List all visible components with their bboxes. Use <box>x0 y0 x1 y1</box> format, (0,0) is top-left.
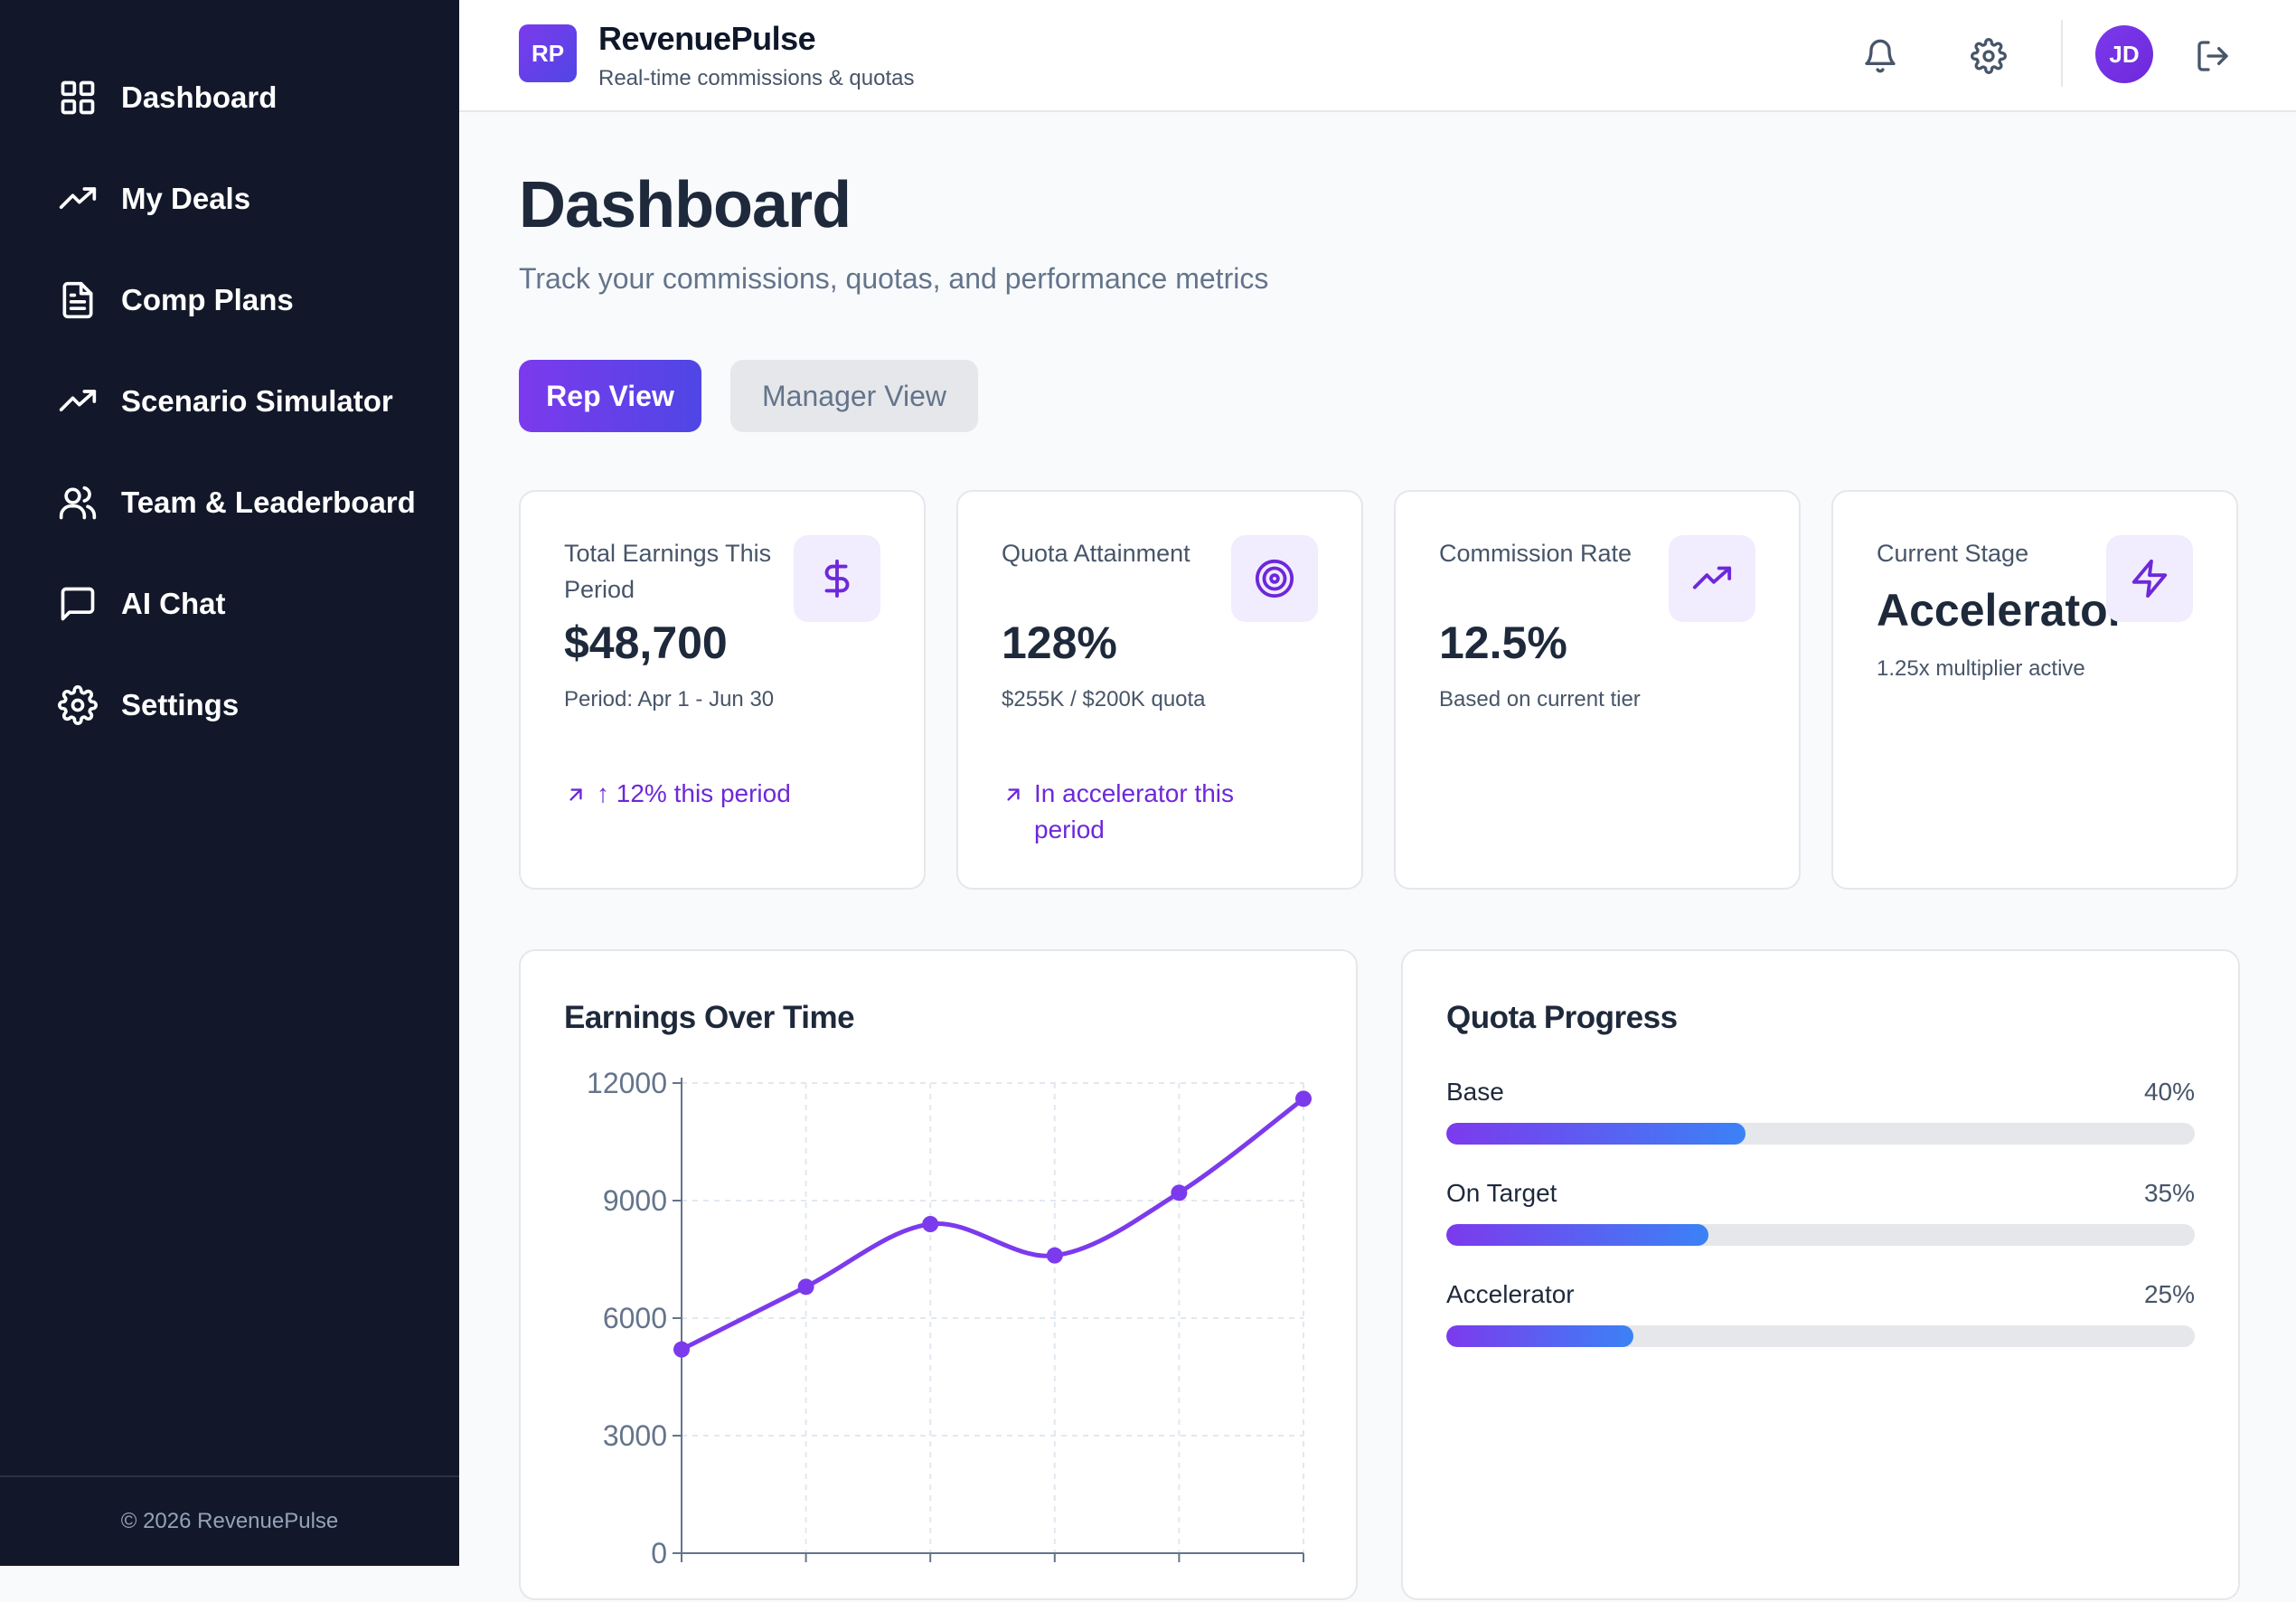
data-point[interactable] <box>1046 1247 1063 1264</box>
stat-note: $255K / $200K quota <box>1002 687 1206 711</box>
sidebar-footer: © 2026 RevenuePulse <box>0 1475 459 1566</box>
logout-icon[interactable] <box>2188 31 2238 81</box>
progress-fill <box>1446 1123 1746 1145</box>
stat-trend-text: ↑ 12% this period <box>597 779 791 807</box>
series-line <box>680 1097 1305 1352</box>
stat-trend-text: In accelerator this period <box>1034 779 1234 843</box>
sidebar-item-label: Comp Plans <box>121 283 294 316</box>
data-point[interactable] <box>797 1278 814 1296</box>
progress-track <box>1446 1123 2195 1145</box>
sidebar-item-team-leaderboard[interactable]: Team & Leaderboard <box>0 452 459 553</box>
header-divider <box>2061 20 2063 87</box>
gear-icon[interactable] <box>1963 31 2014 81</box>
sidebar-nav: Dashboard My Deals Comp Plans Scenario S… <box>0 47 459 756</box>
sidebar-item-scenario-simulator[interactable]: Scenario Simulator <box>0 351 459 452</box>
quota-progress-card: Quota Progress Base 40% On Target 35% Ac… <box>1401 949 2240 1600</box>
logo: RP <box>519 24 577 82</box>
stat-trend: ↑ 12% this period <box>564 776 889 812</box>
brand-tagline: Real-time commissions & quotas <box>598 66 915 90</box>
sidebar-item-label: Settings <box>121 688 240 721</box>
sidebar-item-ai-chat[interactable]: AI Chat <box>0 553 459 655</box>
y-tick-label: 9000 <box>603 1184 667 1217</box>
avatar[interactable]: JD <box>2095 25 2153 83</box>
trending-up-icon <box>56 380 99 423</box>
progress-fill <box>1446 1325 1633 1347</box>
rep-view-button[interactable]: Rep View <box>519 360 701 432</box>
stat-card-commission-rate: Commission Rate 12.5% Based on current t… <box>1394 490 1801 890</box>
y-tick-label: 3000 <box>603 1419 667 1452</box>
y-tick-label: 12000 <box>587 1067 667 1099</box>
earnings-line-chart: 0 3000 6000 9000 12000 <box>587 1067 1312 1569</box>
top-header: RP RevenuePulse Real-time commissions & … <box>459 0 2296 112</box>
sidebar-item-settings[interactable]: Settings <box>0 655 459 756</box>
earnings-chart-card: Earnings Over Time 0 3000 6000 9000 12000 <box>519 949 1358 1600</box>
stat-value: Accelerator <box>1877 585 2126 636</box>
stat-note: 1.25x multiplier active <box>1877 656 2085 681</box>
brand-name: RevenuePulse <box>598 20 816 57</box>
quota-row-percent: 40% <box>2143 1078 2195 1106</box>
grid-icon <box>56 76 99 119</box>
manager-view-button[interactable]: Manager View <box>730 360 978 432</box>
gear-icon <box>56 683 99 727</box>
stat-value: 12.5% <box>1439 617 1567 668</box>
sidebar-item-my-deals[interactable]: My Deals <box>0 148 459 250</box>
quota-row-label: On Target <box>1446 1179 1557 1207</box>
stat-label: Quota Attainment <box>1002 540 1190 567</box>
stat-label: Current Stage <box>1877 540 2029 567</box>
progress-fill <box>1446 1224 1708 1246</box>
sidebar-item-label: My Deals <box>121 182 251 215</box>
stat-label: Total Earnings This Period <box>564 540 772 603</box>
page-title: Dashboard <box>519 169 852 241</box>
y-tick-label: 6000 <box>603 1302 667 1334</box>
dollar-icon <box>794 535 880 622</box>
trending-up-icon <box>56 177 99 221</box>
data-point[interactable] <box>673 1341 690 1358</box>
trending-up-icon <box>1669 535 1755 622</box>
bell-icon[interactable] <box>1855 31 1905 81</box>
quota-row-label: Accelerator <box>1446 1280 1575 1308</box>
chat-icon <box>56 582 99 626</box>
progress-track <box>1446 1224 2195 1246</box>
target-icon <box>1231 535 1318 622</box>
sidebar-item-label: Scenario Simulator <box>121 384 393 418</box>
stat-card-total-earnings: Total Earnings This Period $48,700 Perio… <box>519 490 926 890</box>
sidebar: Dashboard My Deals Comp Plans Scenario S… <box>0 0 459 1566</box>
quota-row-percent: 35% <box>2143 1179 2195 1207</box>
stat-note: Period: Apr 1 - Jun 30 <box>564 687 775 711</box>
quota-row-percent: 25% <box>2143 1280 2195 1308</box>
progress-track <box>1446 1325 2195 1347</box>
data-point[interactable] <box>1171 1184 1188 1202</box>
sidebar-item-label: Team & Leaderboard <box>121 485 416 519</box>
stat-note: Based on current tier <box>1439 687 1641 711</box>
arrow-up-right-icon <box>569 788 582 801</box>
document-icon <box>56 278 99 322</box>
stat-card-quota-attainment: Quota Attainment 128% $255K / $200K quot… <box>956 490 1363 890</box>
y-tick-label: 0 <box>651 1537 667 1569</box>
lightning-icon <box>2106 535 2193 622</box>
stat-trend: In accelerator this period <box>1002 776 1255 848</box>
data-point[interactable] <box>922 1216 939 1232</box>
quota-progress-title: Quota Progress <box>1446 1000 1678 1035</box>
stat-value: $48,700 <box>564 617 728 668</box>
stat-card-current-stage: Current Stage Accelerator 1.25x multipli… <box>1831 490 2238 890</box>
users-icon <box>56 481 99 524</box>
quota-row-label: Base <box>1446 1078 1504 1106</box>
sidebar-item-label: AI Chat <box>121 587 226 620</box>
data-point[interactable] <box>1295 1090 1312 1107</box>
sidebar-item-label: Dashboard <box>121 80 278 114</box>
page-subtitle: Track your commissions, quotas, and perf… <box>519 262 1269 295</box>
sidebar-item-comp-plans[interactable]: Comp Plans <box>0 250 459 351</box>
earnings-chart-title: Earnings Over Time <box>564 1000 855 1035</box>
stat-value: 128% <box>1002 617 1117 668</box>
stat-label: Commission Rate <box>1439 540 1633 567</box>
arrow-up-right-icon <box>1007 788 1020 801</box>
sidebar-item-dashboard[interactable]: Dashboard <box>0 47 459 148</box>
